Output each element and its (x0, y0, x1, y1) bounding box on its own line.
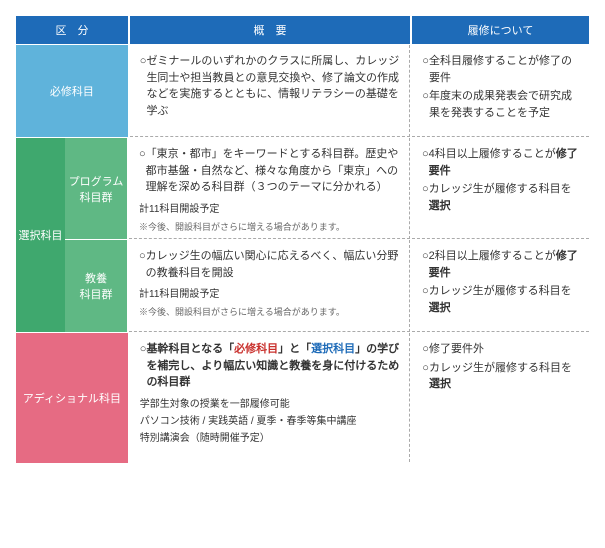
row-required: 必修科目 ○ゼミナールのいずれかのクラスに所属し、カレッジ生同士や担当教員との意… (16, 44, 589, 137)
add-ov-mid: 」と「 (278, 343, 311, 355)
header-overview: 概 要 (130, 16, 410, 44)
notes-liberal: ○2科目以上履修することが修了要件 ○カレッジ生が履修する科目を選択 (412, 240, 589, 332)
add-n2-pre: カレッジ生が履修する科目を (429, 362, 572, 374)
add-ov-red: 必修科目 (234, 343, 278, 355)
header-category: 区 分 (16, 16, 128, 44)
lib-l2: 科目群 (80, 286, 113, 302)
overview-liberal: ○カレッジ生の幅広い関心に応えるべく、幅広い分野の教養科目を開設 計11科目開設… (129, 240, 410, 332)
lib-n2-pre: カレッジ生が履修する科目を (429, 285, 572, 297)
lib-n1-pre: 2科目以上履修することが (429, 250, 556, 262)
lib-l1: 教養 (85, 270, 107, 286)
add-n2-b: 選択 (429, 378, 451, 390)
add-m2: パソコン技術 / 実践英語 / 夏季・春季等集中講座 (140, 414, 400, 429)
notes-required: ○全科目履修することが修了の要件 ○年度末の成果発表会で研究成果を発表することを… (412, 45, 589, 137)
prog-small: ※今後、開設科目がさらに増える場合があります。 (139, 221, 399, 235)
prog-ov: 「東京・都市」をキーワードとする科目群。歴史や都市基盤・自然など、様々な角度から… (146, 146, 399, 196)
req-n1: 全科目履修することが修了の要件 (429, 53, 579, 86)
add-ov-blue: 選択科目 (311, 343, 355, 355)
cat-additional: アディショナル科目 (16, 333, 128, 463)
notes-additional: ○修了要件外 ○カレッジ生が履修する科目を選択 (412, 333, 589, 462)
req-ov-text: ゼミナールのいずれかのクラスに所属し、カレッジ生同士や担当教員との意見交換や、修… (146, 53, 399, 119)
row-additional: アディショナル科目 ○基幹科目となる「必修科目」と「選択科目」の学びを補完し、よ… (16, 332, 589, 463)
cat-liberal: 教養 科目群 (65, 240, 127, 332)
add-m3: 特別講演会（随時開催予定） (140, 431, 400, 446)
lib-n2-b: 選択 (429, 302, 451, 314)
header-notes: 履修について (412, 16, 589, 44)
req-n2: 年度末の成果発表会で研究成果を発表することを予定 (429, 88, 579, 121)
elective-subgroups: プログラム 科目群 ○「東京・都市」をキーワードとする科目群。歴史や都市基盤・自… (65, 138, 589, 332)
add-n2: カレッジ生が履修する科目を選択 (429, 360, 579, 393)
cat-program: プログラム 科目群 (65, 138, 127, 239)
add-ov-pre: 基幹科目となる「 (146, 343, 234, 355)
cat-elective-label: 選択科目 (19, 227, 63, 243)
cat-required-label: 必修科目 (50, 83, 94, 99)
cat-elective: 選択科目 (16, 138, 65, 332)
row-program: プログラム 科目群 ○「東京・都市」をキーワードとする科目群。歴史や都市基盤・自… (65, 138, 589, 239)
lib-mid: 計11科目開設予定 (139, 287, 399, 302)
lib-small: ※今後、開設科目がさらに増える場合があります。 (139, 306, 399, 320)
add-m1: 学部生対象の授業を一部履修可能 (140, 397, 400, 412)
prog-l2: 科目群 (80, 189, 113, 205)
overview-required: ○ゼミナールのいずれかのクラスに所属し、カレッジ生同士や担当教員との意見交換や、… (130, 45, 411, 137)
overview-additional: ○基幹科目となる「必修科目」と「選択科目」の学びを補完し、より幅広い知識と教養を… (130, 333, 411, 462)
prog-n1-pre: 4科目以上履修することが (429, 148, 556, 160)
prog-n1: 4科目以上履修することが修了要件 (429, 146, 579, 179)
cat-required: 必修科目 (16, 45, 128, 137)
add-ov: 基幹科目となる「必修科目」と「選択科目」の学びを補完し、より幅広い知識と教養を身… (146, 341, 399, 391)
prog-mid: 計11科目開設予定 (139, 202, 399, 217)
prog-n2: カレッジ生が履修する科目を選択 (429, 181, 579, 214)
lib-ov: カレッジ生の幅広い関心に応えるべく、幅広い分野の教養科目を開設 (146, 248, 399, 281)
row-elective: 選択科目 プログラム 科目群 ○「東京・都市」をキーワードとする科目群。歴史や都… (16, 137, 589, 332)
lib-n1: 2科目以上履修することが修了要件 (429, 248, 579, 281)
overview-program: ○「東京・都市」をキーワードとする科目群。歴史や都市基盤・自然など、様々な角度か… (129, 138, 410, 239)
prog-n2-b: 選択 (429, 200, 451, 212)
lib-n2: カレッジ生が履修する科目を選択 (429, 283, 579, 316)
cat-add-label: アディショナル科目 (23, 390, 121, 406)
header-row: 区 分 概 要 履修について (16, 16, 589, 44)
prog-n2-pre: カレッジ生が履修する科目を (429, 183, 572, 195)
prog-l1: プログラム (69, 173, 124, 189)
row-liberal: 教養 科目群 ○カレッジ生の幅広い関心に応えるべく、幅広い分野の教養科目を開設 … (65, 239, 589, 332)
course-table: 区 分 概 要 履修について 必修科目 ○ゼミナールのいずれかのクラスに所属し、… (16, 16, 589, 463)
notes-program: ○4科目以上履修することが修了要件 ○カレッジ生が履修する科目を選択 (412, 138, 589, 239)
add-n1: 修了要件外 (429, 341, 484, 358)
